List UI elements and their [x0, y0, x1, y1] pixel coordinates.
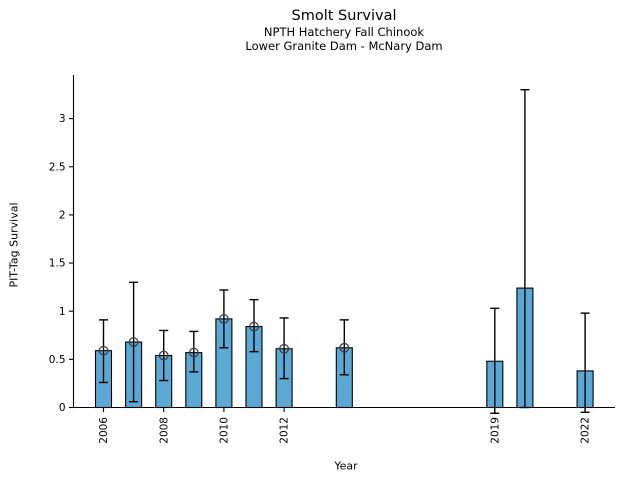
y-tick-label-3: 3 — [59, 113, 66, 125]
y-tick-label-1: 1 — [59, 306, 66, 318]
y-tick-label-0.5: 0.5 — [49, 354, 66, 366]
chart-header: Smolt Survival NPTH Hatchery Fall Chinoo… — [49, 7, 639, 53]
marker-2009 — [188, 347, 199, 358]
x-tick-label-2012: 2012 — [279, 417, 291, 444]
x-tick-label-2006: 2006 — [98, 417, 110, 444]
x-tick-label-2010: 2010 — [218, 417, 230, 444]
chart-subtitle-2: Lower Granite Dam - McNary Dam — [245, 39, 443, 53]
marker-2012 — [279, 343, 290, 354]
marker-2008 — [158, 350, 169, 361]
marker-2006 — [98, 345, 109, 356]
x-tick-label-2022: 2022 — [580, 417, 592, 444]
chart-title: Smolt Survival — [291, 8, 397, 24]
marker-2010 — [218, 313, 229, 324]
y-tick-label-2: 2 — [59, 210, 66, 222]
y-tick-label-0: 0 — [59, 402, 66, 414]
marker-2007 — [128, 337, 139, 347]
x-tick-label-2019: 2019 — [489, 417, 501, 444]
y-tick-label-1.5: 1.5 — [49, 258, 66, 270]
marker-2014 — [339, 342, 350, 353]
marker-2011 — [249, 321, 259, 332]
y-tick-label-2.5: 2.5 — [49, 161, 66, 173]
x-axis-title: Year — [334, 459, 358, 473]
chart-subtitle-1: NPTH Hatchery Fall Chinook — [263, 25, 425, 39]
x-tick-label-2008: 2008 — [158, 417, 170, 444]
